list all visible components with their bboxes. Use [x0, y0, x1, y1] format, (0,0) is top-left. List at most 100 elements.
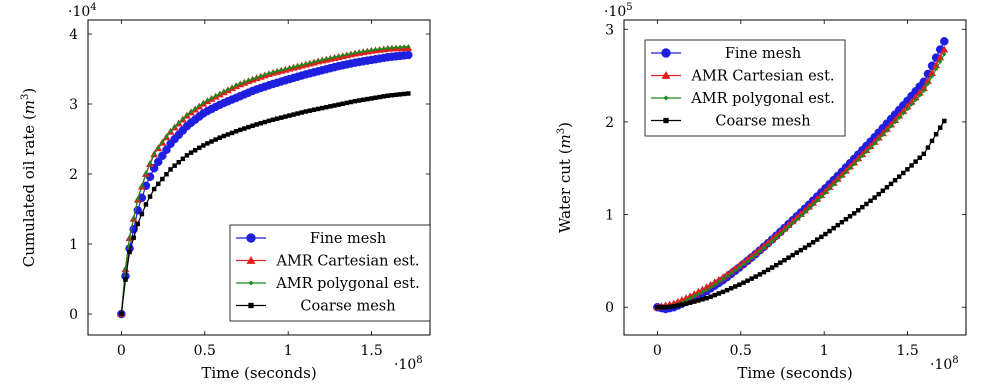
data-point: [162, 145, 171, 155]
data-point: [205, 98, 210, 103]
data-point: [209, 139, 214, 144]
data-point: [712, 282, 717, 287]
data-point: [823, 190, 828, 196]
data-point: [858, 150, 867, 158]
data-point: [887, 120, 895, 128]
data-point: [796, 210, 805, 217]
data-point: [692, 294, 697, 299]
data-point: [769, 265, 775, 270]
data-point: [751, 248, 760, 256]
data-point: [821, 187, 830, 195]
data-point: [757, 249, 762, 254]
data-point: [397, 92, 403, 97]
y-multiplier-base: ·10: [604, 4, 626, 20]
y-axis-label-close: ): [20, 88, 38, 94]
data-point: [270, 117, 276, 122]
data-point: [825, 183, 834, 190]
y-axis-multiplier: ·104: [68, 2, 97, 20]
legend-label: AMR Cartesian est.: [690, 69, 834, 85]
data-point: [254, 75, 259, 80]
data-point: [929, 138, 935, 144]
data-point: [667, 304, 672, 310]
data-point: [381, 94, 386, 99]
data-point: [798, 247, 804, 253]
data-point: [291, 112, 296, 117]
data-point: [860, 153, 865, 159]
data-point: [205, 141, 210, 146]
data-point: [160, 139, 165, 145]
data-point: [897, 115, 902, 120]
data-point: [929, 74, 935, 79]
data-point: [311, 107, 317, 113]
data-point: [164, 171, 169, 177]
data-point: [361, 49, 366, 54]
data-point: [815, 198, 820, 203]
data-point: [221, 89, 226, 94]
data-point: [880, 133, 885, 138]
x-axis-label: Time (seconds): [737, 364, 852, 382]
data-point: [221, 133, 227, 139]
data-point: [933, 132, 939, 137]
data-point: [679, 302, 685, 307]
data-point: [868, 145, 873, 150]
data-point: [369, 48, 374, 53]
data-point: [258, 74, 263, 79]
data-point: [770, 239, 775, 244]
data-point: [160, 176, 165, 182]
x-multiplier-exp: 8: [416, 355, 422, 366]
data-point: [938, 59, 943, 64]
data-point: [295, 63, 300, 69]
data-point: [776, 228, 785, 236]
data-point: [311, 59, 317, 64]
legend-item: Coarse mesh: [651, 114, 811, 130]
data-point: [874, 133, 883, 141]
data-point: [819, 234, 824, 240]
data-point: [872, 141, 877, 146]
data-point: [913, 97, 918, 103]
data-point: [225, 132, 231, 137]
data-point: [319, 105, 325, 111]
data-point: [835, 178, 840, 183]
data-point: [765, 267, 771, 273]
data-point: [800, 206, 809, 214]
y-tick-label: 3: [605, 22, 614, 38]
y-axis-label-unit: m: [20, 100, 38, 114]
legend-label: Coarse mesh: [300, 299, 395, 315]
series-amr-polygonal-est-: [655, 52, 947, 310]
data-point: [348, 51, 354, 56]
data-point: [274, 116, 280, 121]
x-tick-label: 0: [653, 343, 662, 359]
data-point: [217, 91, 222, 96]
data-point: [917, 93, 922, 98]
data-point: [839, 219, 845, 225]
data-point: [893, 120, 898, 125]
plot-area-frame: [623, 19, 967, 336]
data-point: [940, 45, 949, 53]
data-point: [942, 118, 947, 124]
data-point: [755, 245, 764, 253]
data-point: [154, 157, 163, 167]
data-point: [855, 208, 861, 213]
data-point: [119, 311, 124, 317]
data-point: [940, 37, 949, 46]
y-axis-multiplier: ·105: [604, 2, 633, 20]
legend-item: AMR Cartesian est.: [651, 69, 835, 85]
data-point: [720, 289, 726, 295]
data-point: [723, 270, 732, 278]
data-point: [810, 240, 816, 245]
series-group: [117, 44, 413, 319]
legend-item: Fine mesh: [236, 231, 386, 247]
data-point: [275, 69, 280, 74]
data-point: [768, 235, 777, 243]
data-point: [753, 252, 758, 257]
data-point: [164, 134, 169, 139]
legend-item: AMR polygonal est.: [236, 276, 420, 292]
data-point: [852, 162, 857, 167]
data-point: [213, 137, 218, 142]
data-point: [143, 202, 149, 207]
data-point: [720, 277, 726, 282]
y-axis-label-exp: 3: [556, 128, 567, 134]
data-point: [340, 101, 345, 106]
y-axis-label-exp: 3: [20, 94, 31, 100]
